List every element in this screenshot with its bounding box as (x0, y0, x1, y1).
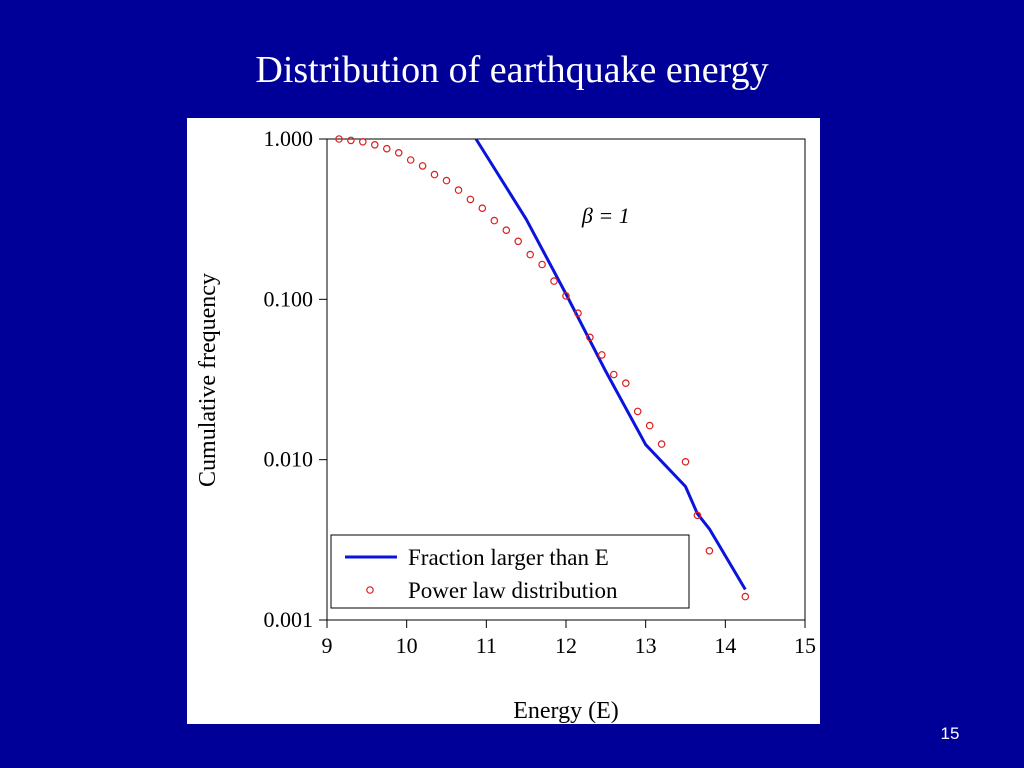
page-number: 15 (940, 724, 960, 743)
scatter-point (478, 204, 487, 213)
scatter-point (502, 226, 511, 235)
scatter-point (490, 216, 499, 225)
scatter-point (597, 351, 606, 359)
scatter-point (526, 250, 535, 259)
scatter-point (359, 137, 367, 146)
scatter-point (430, 170, 439, 179)
slide-title: Distribution of earthquake energy (255, 49, 769, 91)
x-tick-label: 14 (714, 633, 736, 658)
scatter-point (550, 277, 558, 285)
scatter-point (574, 309, 582, 318)
series-layer (335, 135, 750, 601)
scatter-point (394, 148, 403, 157)
x-tick-label: 11 (476, 633, 497, 658)
scatter-point (383, 144, 391, 153)
x-tick-label: 10 (396, 633, 418, 658)
chart-panel: 1.000 0.100 0.010 0.001 9 10 11 12 13 14 15 Energ… (187, 118, 820, 724)
line-series-fraction-larger (474, 138, 747, 591)
scatter-point (442, 176, 451, 185)
scatter-point (418, 162, 427, 170)
scatter-point (705, 546, 714, 555)
legend-label-line: Fraction larger than E (408, 545, 609, 570)
scatter-point (681, 457, 690, 466)
x-tick-label: 12 (555, 633, 577, 658)
scatter-point (466, 195, 475, 204)
x-tick-label: 15 (794, 633, 816, 658)
x-tick-label: 13 (635, 633, 657, 658)
scatter-point (538, 260, 546, 269)
scatter-point (693, 511, 702, 520)
y-axis-label: Cumulative frequency (195, 273, 221, 487)
y-tick-label: 0.001 (264, 607, 314, 632)
scatter-point (621, 379, 630, 388)
scatter-point (335, 135, 343, 143)
beta-annotation: β = 1 (581, 203, 630, 228)
scatter-point (371, 140, 379, 149)
scatter-point (633, 407, 642, 416)
legend: Fraction larger than E Power law distrib… (330, 534, 690, 609)
scatter-point (406, 156, 415, 164)
x-axis-label: Energy (E) (513, 698, 619, 724)
scatter-point (347, 136, 355, 145)
scatter-point (454, 186, 463, 194)
x-tick-label: 9 (322, 633, 333, 658)
scatter-point (645, 421, 654, 430)
y-tick-label: 1.000 (264, 126, 314, 151)
scatter-point (514, 237, 523, 246)
scatter-point (609, 370, 618, 379)
scatter-point (657, 440, 666, 448)
chart-svg: 1.000 0.100 0.010 0.001 9 10 11 12 13 14 15 Energ… (195, 126, 816, 724)
scatter-point (562, 292, 570, 300)
x-axis: 9 10 11 12 13 14 15 (322, 620, 816, 658)
y-tick-label: 0.100 (264, 286, 314, 311)
legend-label-scatter: Power law distribution (408, 578, 618, 603)
scatter-point (586, 333, 594, 342)
legend-marker-swatch (366, 586, 374, 594)
y-tick-label: 0.010 (264, 447, 314, 472)
legend-box (330, 534, 690, 609)
y-axis: 1.000 0.100 0.010 0.001 (264, 126, 327, 632)
scatter-point (741, 592, 750, 601)
